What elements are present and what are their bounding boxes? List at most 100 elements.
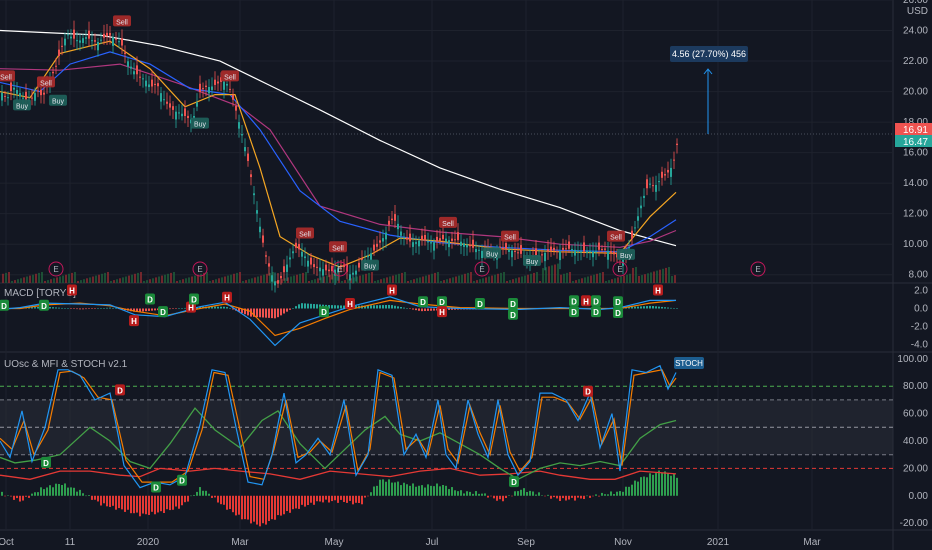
macd-histogram-bar [88, 308, 90, 309]
oscillator-histogram-bar [289, 495, 291, 513]
macd-histogram-bar [664, 307, 666, 309]
macd-histogram-bar [400, 307, 402, 309]
oscillator-histogram-bar [22, 495, 24, 501]
oscillator-histogram-bar [475, 491, 477, 496]
volume-bar [20, 278, 22, 283]
candle-body [544, 252, 546, 262]
candle-body [157, 83, 159, 87]
oscillator-histogram-bar [202, 490, 204, 496]
macd-histogram-bar [364, 305, 366, 309]
oscillator-histogram-bar [295, 495, 297, 509]
candle-body [184, 108, 186, 116]
candle-body [658, 181, 660, 183]
sell-signal: Sell [296, 227, 314, 239]
candle-body [427, 241, 429, 243]
candle-body [37, 90, 39, 92]
macd-histogram-bar [643, 306, 645, 309]
macd-signal-marker-box [569, 295, 579, 307]
volume-bar [221, 277, 223, 283]
earnings-marker[interactable]: E [192, 261, 208, 277]
earnings-marker[interactable]: E [612, 261, 628, 277]
signal-label: Sell [504, 235, 516, 242]
oscillator-histogram-bar [319, 495, 321, 502]
oscillator-histogram-bar [478, 493, 480, 496]
earnings-marker[interactable]: E [750, 261, 766, 277]
macd-histogram-bar [673, 308, 675, 309]
macd-tick-label: 0.0 [914, 304, 928, 315]
signal-label: Sell [0, 74, 12, 81]
candle-body [250, 174, 252, 178]
candle-body [400, 231, 402, 236]
oscillator-histogram-bar [385, 481, 387, 496]
candle-body [577, 250, 579, 252]
measure-arrow-head [703, 68, 713, 75]
oscillator-histogram-bar [262, 495, 264, 524]
volume-bar [218, 278, 220, 283]
oscillator-histogram-bar [556, 495, 558, 499]
buy-signal: Buy [361, 259, 379, 271]
oscillator-histogram-bar [538, 492, 540, 496]
oscillator-histogram-bar [241, 495, 243, 520]
volume-bar [2, 273, 4, 283]
volume-bar [668, 267, 670, 283]
oscillator-histogram-bar [181, 495, 183, 506]
candle-body [205, 85, 207, 87]
earnings-label: E [53, 265, 58, 274]
macd-histogram-bar [214, 306, 216, 309]
macd-histogram-bar [340, 305, 342, 309]
macd-signal-marker-box [319, 306, 329, 318]
oscillator-histogram-bar [613, 494, 615, 496]
volume-bar [434, 272, 436, 283]
volume-bar [299, 273, 301, 283]
macd-signal-marker-label: H [347, 300, 353, 309]
current-value-tag [895, 135, 932, 147]
volume-bar [566, 272, 568, 283]
macd-signal-marker-label: H [188, 304, 194, 313]
macd-histogram-bar [55, 307, 57, 309]
candle-body [211, 86, 213, 90]
candle-body [55, 65, 57, 67]
oscillator-histogram-bar [136, 495, 138, 513]
candle-body [196, 102, 198, 107]
candle-body [310, 257, 312, 265]
volume-bar [104, 272, 106, 283]
volume-bar [338, 272, 340, 283]
volume-bar [53, 278, 55, 283]
oscillator-histogram-bar [100, 495, 102, 506]
earnings-marker[interactable]: E [48, 261, 64, 277]
oscillator-histogram-bar [490, 495, 492, 497]
axes: 26.00 24.00 22.00 20.00 18.00 16.00 14.00 12.00… [895, 0, 932, 529]
macd-signal-marker-box [437, 306, 447, 318]
candle-body [22, 97, 24, 99]
candle-body [292, 251, 294, 254]
measure-tool[interactable]: 4.56 (27.70%) 456 [670, 46, 748, 134]
macd-histogram-bar [289, 308, 291, 310]
volume-bar [92, 276, 94, 283]
candle-body [421, 235, 423, 240]
oscillator-histogram-bar [649, 473, 651, 496]
oscillator-histogram-bar [673, 473, 675, 496]
candle-body [124, 52, 126, 54]
macd-histogram-bar [229, 308, 231, 309]
candle-body [313, 264, 315, 268]
oscillator-histogram-bar [217, 495, 219, 503]
volume-bar [485, 277, 487, 283]
candle-body [34, 93, 36, 101]
earnings-marker[interactable]: E [332, 261, 348, 277]
earnings-marker[interactable]: E [474, 261, 490, 277]
volume-bar [290, 276, 292, 283]
volume-bar [599, 272, 601, 283]
volume-bar [260, 275, 262, 283]
candle-body [463, 243, 465, 247]
candle-body [283, 266, 285, 273]
volume-bar [227, 275, 229, 283]
price-pane[interactable]: Sell Sell Sell Sell Sell Sell Sell Sell Sell Buy B… [0, 15, 893, 293]
candle-body [166, 101, 168, 104]
oscillator-histogram-bar [373, 486, 375, 496]
volume-bar [101, 273, 103, 283]
x-tick-label: 2020 [137, 537, 160, 548]
oscillator-histogram-bar [256, 495, 258, 525]
candle-body [535, 248, 537, 257]
oscillator-pane[interactable]: UOsc & MFI & STOCH v2.1 D D D D D D STOCH [0, 357, 893, 527]
